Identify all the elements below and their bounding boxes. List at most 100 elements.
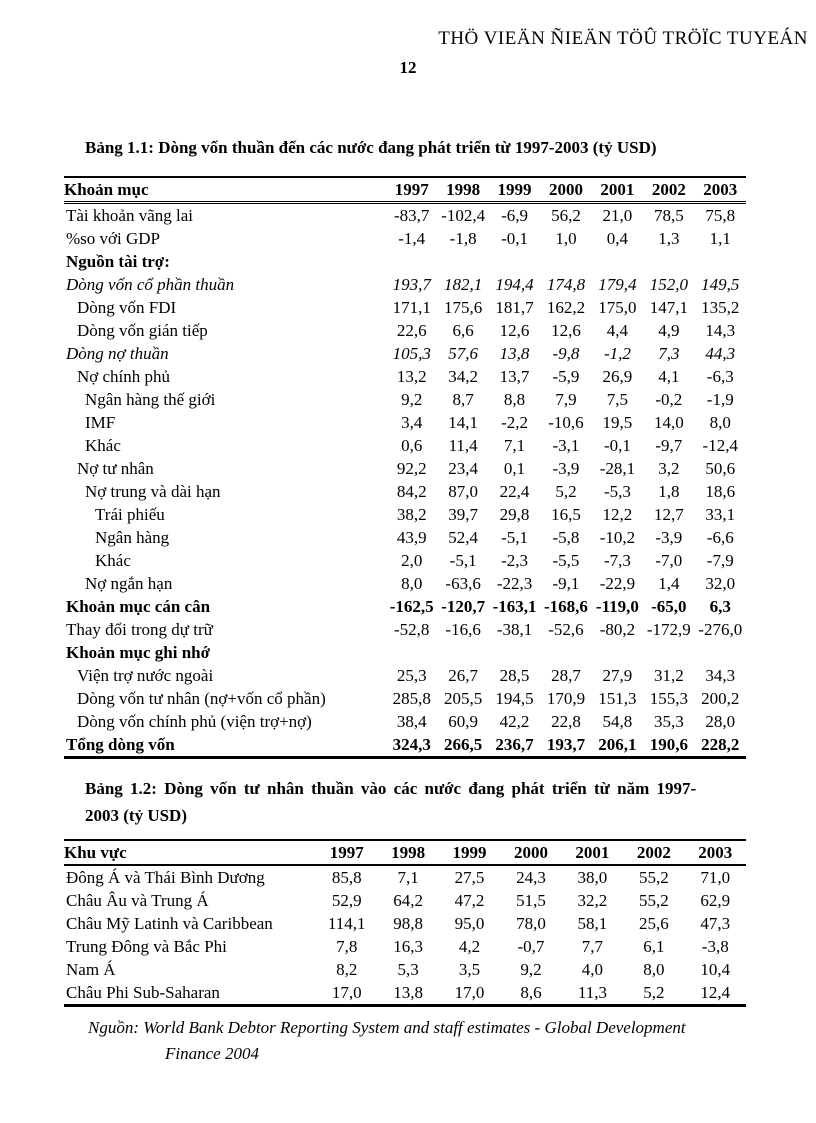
cell-value: 51,5 <box>516 891 546 910</box>
row-label: Trung Đông và Bắc Phi <box>66 937 227 956</box>
cell-value: 55,2 <box>638 891 669 910</box>
column-header: 2000 <box>548 180 583 199</box>
cell-value <box>643 641 694 664</box>
cell-value: 56,2 <box>551 206 581 225</box>
cell-value: 8,0 <box>709 413 731 432</box>
cell-value: -2,2 <box>501 413 529 432</box>
cell-value: -0,7 <box>517 937 545 956</box>
cell-value: 71,0 <box>700 868 731 887</box>
cell-value: 171,1 <box>392 298 431 317</box>
cell-value <box>695 641 746 664</box>
cell-value: 19,5 <box>602 413 633 432</box>
column-header: 2002 <box>636 843 671 862</box>
cell-value: -0,1 <box>501 229 529 248</box>
cell-value: 13,7 <box>499 367 530 386</box>
cell-value: -52,6 <box>548 620 584 639</box>
row-label: Tài khoản vãng lai <box>66 206 193 225</box>
cell-value: 1,1 <box>709 229 731 248</box>
cell-value: 151,3 <box>598 689 637 708</box>
row-label: Nợ chính phủ <box>77 367 171 386</box>
table-row: Khoản mục cán cân -162,5 -120,7 -163,1 -168,… <box>64 595 746 618</box>
cell-value: -38,1 <box>496 620 533 639</box>
cell-value: -1,2 <box>603 344 631 363</box>
cell-value: 12,6 <box>499 321 530 340</box>
cell-value: 236,7 <box>495 735 534 754</box>
cell-value: 7,3 <box>658 344 680 363</box>
cell-value: -5,9 <box>552 367 580 386</box>
cell-value: 7,9 <box>555 390 577 409</box>
column-header: 2002 <box>651 180 686 199</box>
cell-value: -7,0 <box>655 551 683 570</box>
source-note: Nguồn: World Bank Debtor Reporting Syste… <box>64 1015 746 1067</box>
row-label: Khoản mục cán cân <box>66 597 211 616</box>
cell-value: 22,4 <box>499 482 530 501</box>
cell-value: -1,4 <box>398 229 426 248</box>
table-row: Châu Phi Sub-Saharan 17,0 13,8 17,0 8,6 11,3 5… <box>64 981 746 1006</box>
table-1-2-title: Bảng 1.2: Dòng vốn tư nhân thuần vào các… <box>64 775 746 829</box>
cell-value: 9,2 <box>401 390 423 409</box>
row-label: Dòng vốn chính phủ (viện trợ+nợ) <box>77 712 312 731</box>
cell-value: 13,2 <box>396 367 427 386</box>
page-number: 12 <box>399 58 417 77</box>
cell-value <box>643 250 694 273</box>
cell-value: 12,2 <box>602 505 633 524</box>
cell-value: 26,9 <box>602 367 633 386</box>
cell-value: 205,5 <box>444 689 483 708</box>
cell-value: 31,2 <box>653 666 684 685</box>
cell-value: 14,3 <box>705 321 736 340</box>
table-header-row: Khu vực 1997 1998 1999 2000 2001 2002 2003 <box>64 840 746 865</box>
column-header: 2001 <box>600 180 635 199</box>
cell-value: 7,7 <box>581 937 604 956</box>
row-label: Dòng vốn FDI <box>77 298 177 317</box>
cell-value: 27,9 <box>602 666 633 685</box>
row-label: %so với GDP <box>66 229 160 248</box>
cell-value: 28,0 <box>705 712 736 731</box>
source-note-line1: Nguồn: World Bank Debtor Reporting Syste… <box>88 1018 686 1037</box>
cell-value: 3,4 <box>401 413 423 432</box>
cell-value: 0,6 <box>401 436 423 455</box>
cell-value: 60,9 <box>448 712 478 731</box>
cell-value: -3,9 <box>552 459 580 478</box>
row-label: Châu Mỹ Latinh và Caribbean <box>66 914 273 933</box>
cell-value: 324,3 <box>392 735 431 754</box>
row-label: Châu Âu và Trung Á <box>66 891 209 910</box>
cell-value: 4,2 <box>458 937 481 956</box>
table-row: IMF 3,4 14,1 -2,2 -10,6 19,5 14,0 8,0 <box>64 411 746 434</box>
cell-value: 5,3 <box>397 960 419 979</box>
cell-value: 32,2 <box>577 891 608 910</box>
cell-value: 4,0 <box>581 960 604 979</box>
cell-value: -168,6 <box>544 597 588 616</box>
cell-value: 32,0 <box>705 574 736 593</box>
column-header: 2001 <box>575 843 610 862</box>
cell-value: 55,2 <box>638 868 669 887</box>
cell-value: 4,1 <box>658 367 680 386</box>
cell-value: -1,9 <box>706 390 734 409</box>
cell-value: 21,0 <box>602 206 633 225</box>
table-row: Nợ trung và dài hạn 84,2 87,0 22,4 5,2 -5,3 1,… <box>64 480 746 503</box>
table-row: Khác 2,0 -5,1 -2,3 -5,5 -7,3 -7,0 -7,9 <box>64 549 746 572</box>
cell-value: 78,5 <box>653 206 684 225</box>
table-row: Châu Âu và Trung Á 52,9 64,2 47,2 51,5 32,2 55… <box>64 889 746 912</box>
cell-value: 52,9 <box>331 891 362 910</box>
table-row: %so với GDP -1,4 -1,8 -0,1 1,0 0,4 1,3 1,1 <box>64 227 746 250</box>
cell-value: -9,1 <box>552 574 580 593</box>
cell-value: 12,7 <box>653 505 684 524</box>
cell-value: 206,1 <box>598 735 637 754</box>
table-header-row: Khoản mục 1997 1998 1999 2000 2001 2002 2003 <box>64 177 746 203</box>
table-row: Dòng vốn FDI 171,1 175,6 181,7 162,2 175,0 147… <box>64 296 746 319</box>
cell-value: 228,2 <box>701 735 740 754</box>
row-label: Ngân hàng <box>95 528 170 547</box>
table-row: Trung Đông và Bắc Phi 7,8 16,3 4,2 -0,7 7,7 6,… <box>64 935 746 958</box>
cell-value: 47,2 <box>454 891 485 910</box>
cell-value: -3,9 <box>655 528 683 547</box>
row-label: Khác <box>85 436 121 455</box>
row-label: Nợ trung và dài hạn <box>85 482 221 501</box>
cell-value: 135,2 <box>701 298 740 317</box>
cell-value: 78,0 <box>516 914 546 933</box>
table-row: Nam Á 8,2 5,3 3,5 9,2 4,0 8,0 10,4 <box>64 958 746 981</box>
cell-value: 5,2 <box>555 482 577 501</box>
cell-value: 38,0 <box>577 868 608 887</box>
cell-value: -10,2 <box>599 528 636 547</box>
cell-value: -80,2 <box>599 620 636 639</box>
table-1-1: Khoản mục 1997 1998 1999 2000 2001 2002 2003 Tà… <box>64 176 746 759</box>
